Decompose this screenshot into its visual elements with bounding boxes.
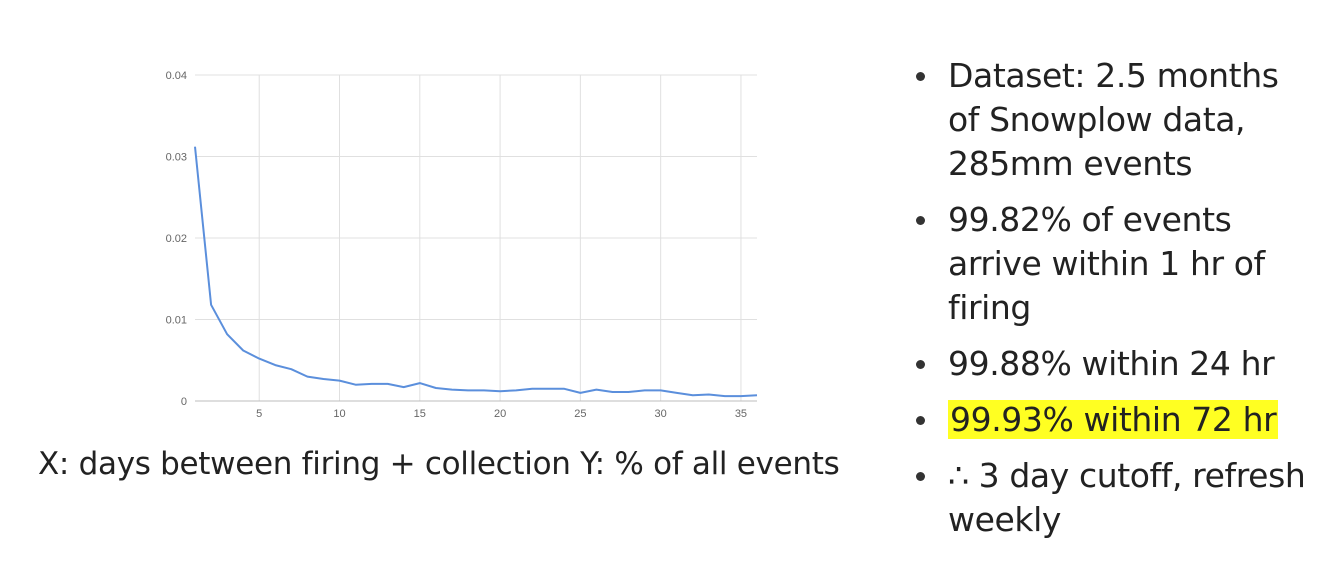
x-tick-label: 20 [494, 408, 506, 420]
y-tick-label: 0 [181, 396, 187, 408]
bullet-text: ∴ 3 day cutoff, refresh weekly [948, 456, 1306, 539]
series-line [194, 146, 758, 398]
line-chart: 0 0.01 0.02 0.03 0.04 5 10 15 20 25 30 35 [166, 70, 758, 420]
y-tick-label: 0.02 [166, 233, 187, 245]
y-tick-label: 0.01 [166, 315, 187, 327]
y-tick-label: 0.04 [166, 70, 187, 82]
bullet-24-hour: 99.88% within 24 hr [912, 342, 1317, 386]
bullet-one-hour: 99.82% of events arrive within 1 hr of f… [912, 198, 1317, 330]
bullet-text: Dataset: 2.5 months of Snowplow data, 28… [948, 56, 1279, 183]
x-tick-label: 30 [655, 408, 667, 420]
chart-axes: 0 0.01 0.02 0.03 0.04 5 10 15 20 25 30 35 [166, 70, 757, 420]
chart-caption: X: days between firing + collection Y: %… [38, 446, 840, 482]
x-tick-label: 25 [574, 408, 586, 420]
x-tick-label: 10 [333, 408, 345, 420]
x-tick-label: 5 [256, 408, 262, 420]
y-tick-label: 0.03 [166, 152, 187, 164]
bullet-text: 99.88% within 24 hr [948, 344, 1275, 383]
x-tick-label: 15 [414, 408, 426, 420]
bullet-text: 99.82% of events arrive within 1 hr of f… [948, 200, 1265, 327]
bullet-72-hour: 99.93% within 72 hr [912, 398, 1317, 442]
chart-grid [195, 74, 757, 402]
bullet-cutoff: ∴ 3 day cutoff, refresh weekly [912, 454, 1317, 542]
bullet-dataset: Dataset: 2.5 months of Snowplow data, 28… [912, 54, 1317, 186]
x-tick-label: 35 [735, 408, 747, 420]
bullet-list: Dataset: 2.5 months of Snowplow data, 28… [912, 54, 1317, 554]
chart-series [194, 146, 758, 398]
highlighted-bullet-text: 99.93% within 72 hr [948, 400, 1279, 439]
